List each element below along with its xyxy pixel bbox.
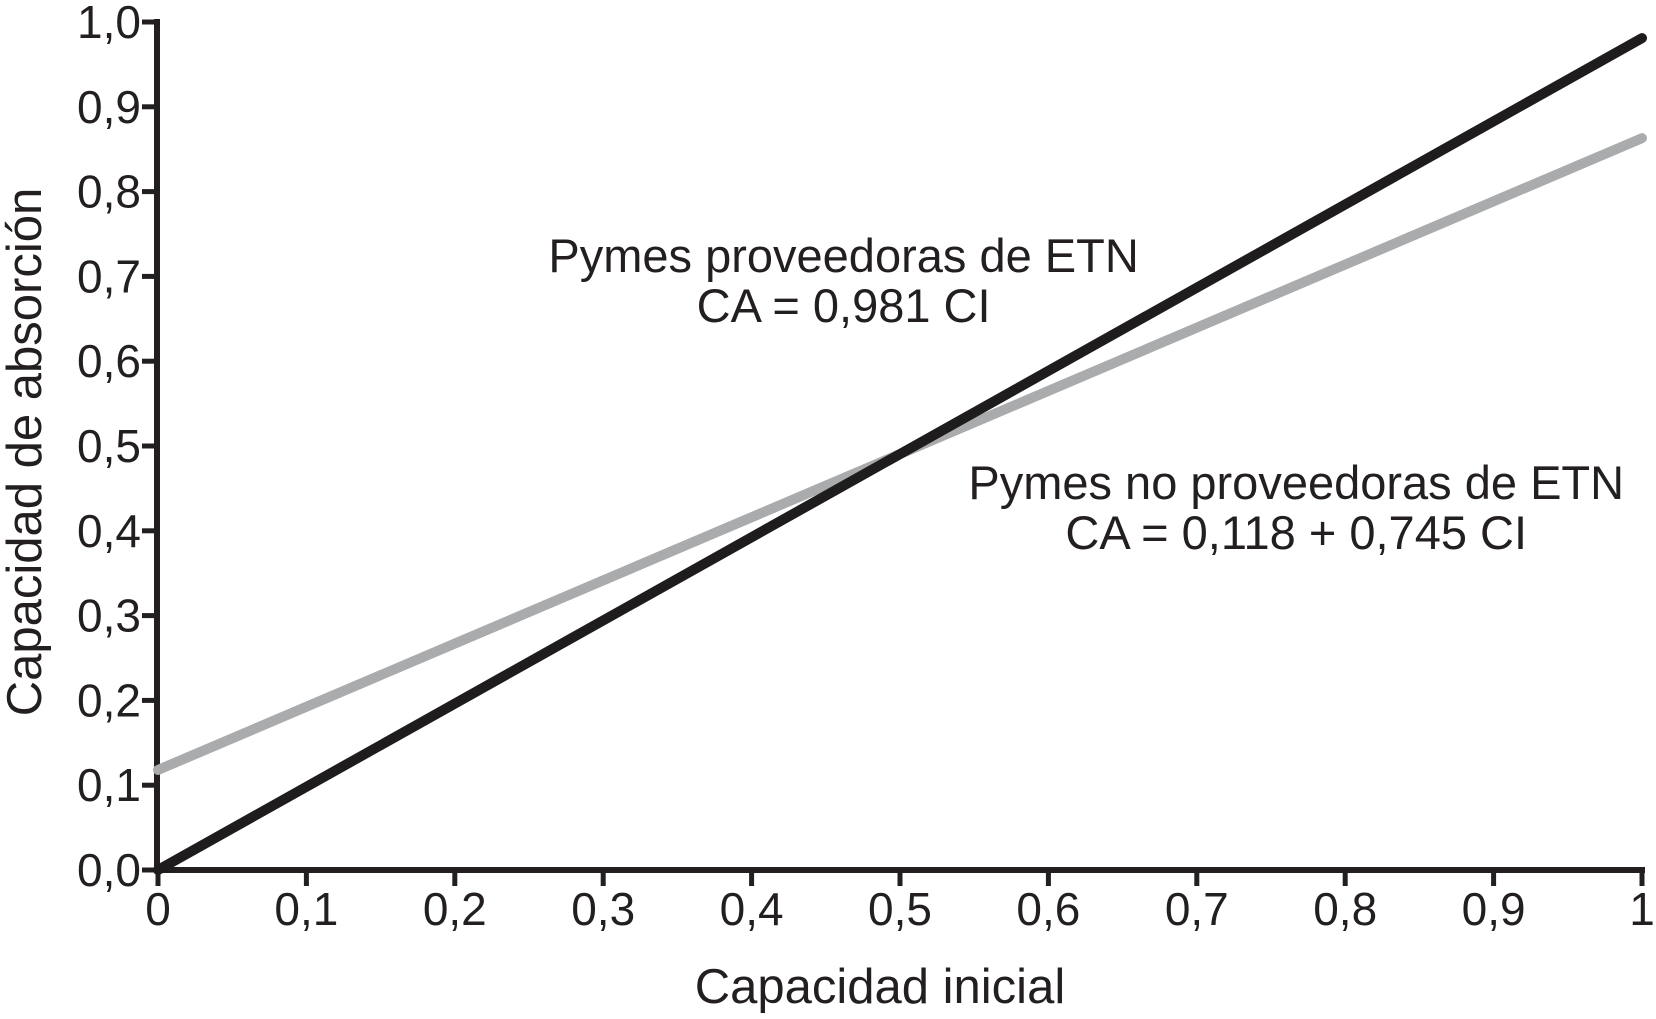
- x-tick-label: 1: [1629, 883, 1655, 935]
- y-tick-label: 1,0: [77, 0, 141, 48]
- y-tick-label: 0,1: [77, 759, 141, 811]
- x-tick-label: 0,5: [868, 883, 932, 935]
- x-tick-label: 0,6: [1016, 883, 1080, 935]
- x-tick-label: 0,4: [720, 883, 784, 935]
- annotation-1-name: Pymes no proveedoras de ETN: [968, 456, 1624, 509]
- x-tick-label: 0: [145, 883, 171, 935]
- y-tick-label: 0,4: [77, 505, 141, 557]
- y-tick-label: 0,8: [77, 166, 141, 218]
- y-tick-label: 0,6: [77, 335, 141, 387]
- x-tick-label: 0,7: [1165, 883, 1229, 935]
- y-tick-label: 0,9: [77, 81, 141, 133]
- x-tick-label: 0,2: [423, 883, 487, 935]
- y-tick-label: 0,7: [77, 250, 141, 302]
- x-tick-label: 0,1: [274, 883, 338, 935]
- x-tick-label: 0,9: [1462, 883, 1526, 935]
- annotation-0-equation: CA = 0,981 CI: [697, 279, 991, 332]
- y-tick-label: 0,0: [77, 844, 141, 896]
- x-tick-label: 0,3: [571, 883, 635, 935]
- series-line-0: [153, 33, 1647, 875]
- annotation-1-equation: CA = 0,118 + 0,745 CI: [1065, 506, 1527, 559]
- annotation-0-name: Pymes proveedoras de ETN: [548, 229, 1138, 282]
- x-tick-label: 0,8: [1313, 883, 1377, 935]
- y-tick-label: 0,3: [77, 590, 141, 642]
- y-axis-title: Capacidad de absorción: [0, 188, 52, 716]
- y-tick-label: 0,5: [77, 420, 141, 472]
- y-tick-label: 0,2: [77, 674, 141, 726]
- x-axis-title: Capacidad inicial: [695, 960, 1065, 1014]
